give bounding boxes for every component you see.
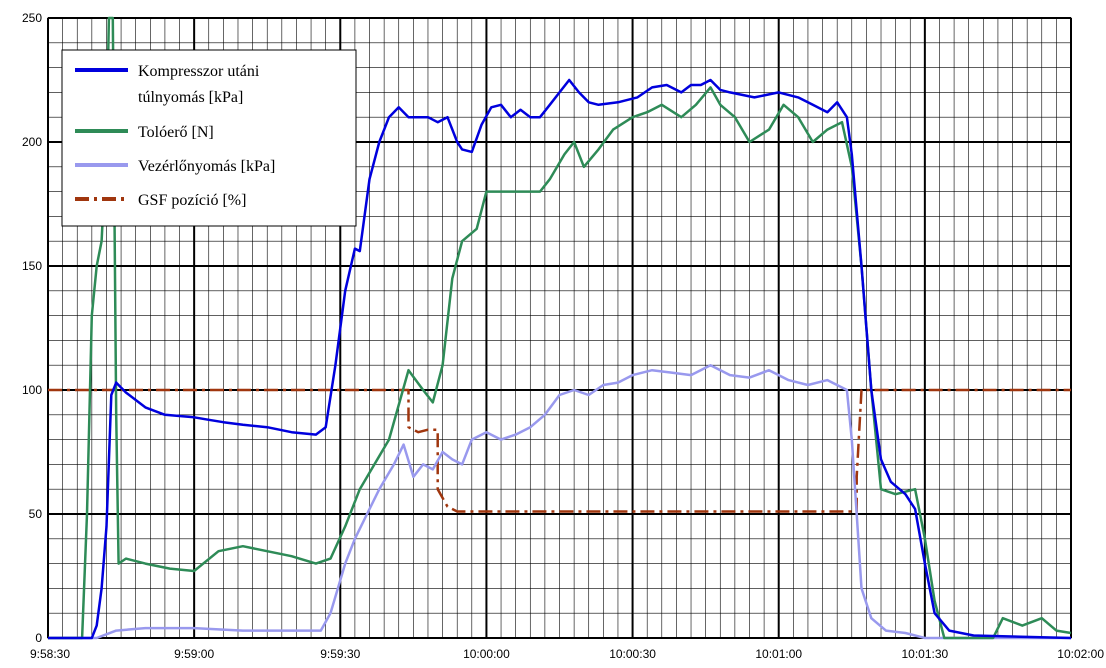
x-axis-tick-labels: 9:58:30 9:59:00 9:59:30 10:00:00 10:00:30 10:… bbox=[30, 647, 1104, 661]
series-line-3 bbox=[48, 363, 1071, 640]
x-tick-label: 9:59:00 bbox=[174, 647, 214, 661]
x-tick-label: 9:58:30 bbox=[30, 647, 70, 661]
y-tick-label: 50 bbox=[29, 507, 43, 521]
x-tick-label: 10:01:00 bbox=[755, 647, 802, 661]
series-line-1 bbox=[48, 78, 1072, 640]
x-tick-label: 10:00:00 bbox=[463, 647, 510, 661]
x-tick-label: 10:02:00 bbox=[1057, 647, 1104, 661]
y-tick-label: 200 bbox=[22, 135, 42, 149]
plot-frame bbox=[47, 17, 1072, 639]
y-tick-label: 100 bbox=[22, 383, 42, 397]
legend: Kompresszor utáni túlnyomás [kPa] Tolóerő … bbox=[61, 49, 357, 227]
legend-box bbox=[61, 49, 357, 227]
series-line-4 bbox=[48, 388, 1071, 513]
y-axis-tick-labels: 0 50 100 150 200 250 bbox=[22, 11, 42, 645]
y-tick-label: 150 bbox=[22, 259, 42, 273]
y-tick-label: 0 bbox=[35, 631, 42, 645]
legend-label: Vezérlőnyomás [kPa] bbox=[138, 158, 275, 175]
x-tick-label: 10:01:30 bbox=[901, 647, 948, 661]
x-tick-label: 9:59:30 bbox=[320, 647, 360, 661]
series-layer bbox=[48, 16, 1072, 640]
legend-label: Tolóerő [N] bbox=[138, 124, 214, 141]
legend-label: GSF pozíció [%] bbox=[138, 192, 246, 209]
y-tick-label: 250 bbox=[22, 11, 42, 25]
legend-label: Kompresszor utáni túlnyomás [kPa] bbox=[138, 63, 260, 106]
x-tick-label: 10:00:30 bbox=[609, 647, 656, 661]
